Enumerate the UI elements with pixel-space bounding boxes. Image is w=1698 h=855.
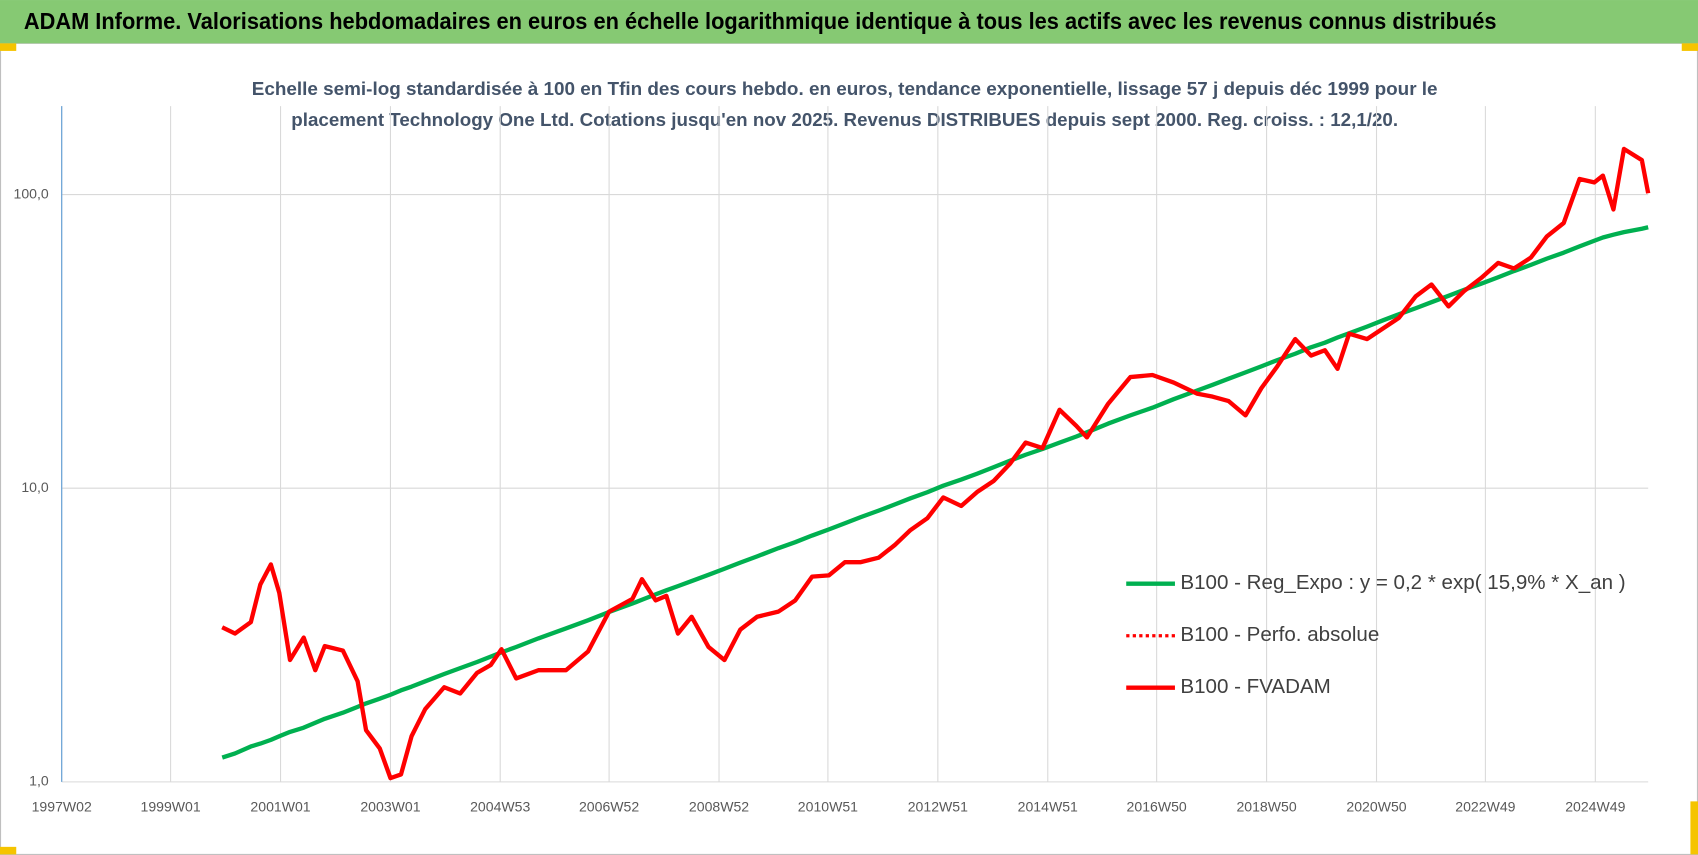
legend-label: B100 - FVADAM (1180, 675, 1330, 698)
legend-label: B100 - Perfo. absolue (1180, 623, 1379, 646)
x-tick-label: 1997W02 (32, 799, 92, 815)
x-tick-label: 2018W50 (1236, 799, 1296, 815)
plot-area: 1997W02 1999W01 2001W01 2003W01 2004W53 2006W… (14, 106, 1651, 815)
x-tick-label: 2006W52 (579, 799, 639, 815)
x-tick-label: 2016W50 (1127, 799, 1187, 815)
x-tick-label: 2001W01 (250, 799, 310, 815)
x-tick-label: 2020W50 (1346, 799, 1406, 815)
x-tick-label: 2014W51 (1018, 799, 1078, 815)
corner-mark (0, 43, 17, 51)
x-tick-label: 2010W51 (798, 799, 858, 815)
x-tick-label: 2012W51 (908, 799, 968, 815)
x-tick-label: 2008W52 (689, 799, 749, 815)
x-tick-label: 2003W01 (360, 799, 420, 815)
header-bar (0, 0, 1698, 44)
x-tick-label: 2024W49 (1565, 799, 1625, 815)
series-line (221, 146, 1651, 781)
x-tick-label: 1999W01 (141, 799, 201, 815)
y-tick-label: 100,0 (14, 185, 49, 201)
x-tick-label: 2004W53 (470, 799, 530, 815)
x-tick-label: 2022W49 (1455, 799, 1515, 815)
y-tick-label: 1,0 (29, 773, 49, 789)
corner-mark (1681, 43, 1698, 51)
legend-label: B100 - Reg_Expo : y = 0,2 * exp( 15,9% *… (1180, 571, 1625, 594)
series-line (221, 225, 1649, 760)
y-tick-label: 10,0 (21, 479, 49, 495)
page-title: ADAM Informe. Valorisations hebdomadaire… (24, 8, 1497, 34)
chart-title: Echelle semi-log standardisée à 100 en T… (252, 78, 1438, 99)
chart-title: placement Technology One Ltd. Cotations … (291, 109, 1398, 130)
corner-mark (0, 846, 17, 855)
corner-mark (1690, 801, 1698, 855)
